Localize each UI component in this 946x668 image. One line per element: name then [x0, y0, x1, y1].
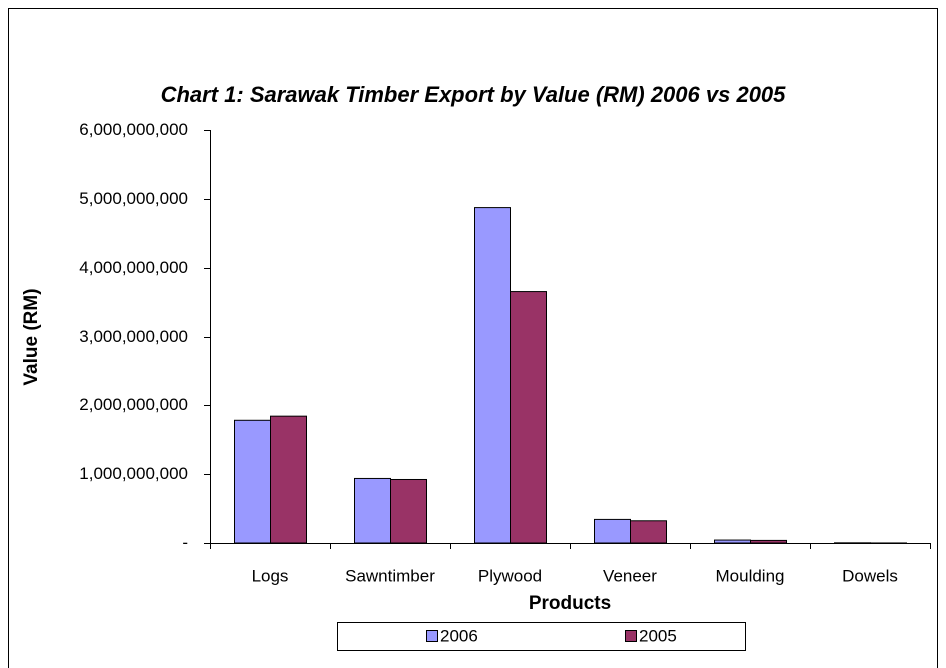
bar — [594, 518, 631, 544]
x-tick-label: Veneer — [603, 566, 657, 585]
x-tick-label: Moulding — [716, 566, 785, 585]
chart-frame — [8, 8, 938, 668]
bar — [390, 478, 427, 544]
y-tick-label: 5,000,000,000 — [79, 189, 188, 208]
y-tick-label: 6,000,000,000 — [79, 120, 188, 139]
bar — [270, 415, 307, 544]
chart-title: Chart 1: Sarawak Timber Export by Value … — [161, 82, 787, 107]
x-tick-label: Plywood — [478, 566, 542, 585]
bar — [870, 542, 907, 544]
bar — [354, 477, 391, 544]
bar — [714, 539, 751, 544]
x-tick-label: Logs — [252, 566, 289, 585]
x-tick-label: Sawntimber — [345, 566, 435, 585]
y-tick-label: 2,000,000,000 — [79, 395, 188, 414]
legend-label: 2006 — [440, 626, 478, 645]
y-tick-label: 4,000,000,000 — [79, 258, 188, 277]
y-axis-title: Value (RM) — [21, 288, 42, 385]
y-tick-label: 3,000,000,000 — [79, 327, 188, 346]
bar — [510, 291, 547, 544]
x-axis-title: Products — [529, 593, 611, 614]
bar — [630, 520, 667, 544]
legend-swatch — [625, 630, 637, 642]
legend-box — [337, 622, 746, 651]
bar — [234, 419, 271, 544]
bar — [474, 207, 511, 544]
bar — [834, 542, 871, 544]
y-tick-label: 1,000,000,000 — [79, 464, 188, 483]
x-tick-label: Dowels — [842, 566, 898, 585]
legend-swatch — [426, 630, 438, 642]
legend-label: 2005 — [639, 626, 677, 645]
y-tick-label: - — [182, 533, 188, 552]
bar — [750, 539, 787, 544]
